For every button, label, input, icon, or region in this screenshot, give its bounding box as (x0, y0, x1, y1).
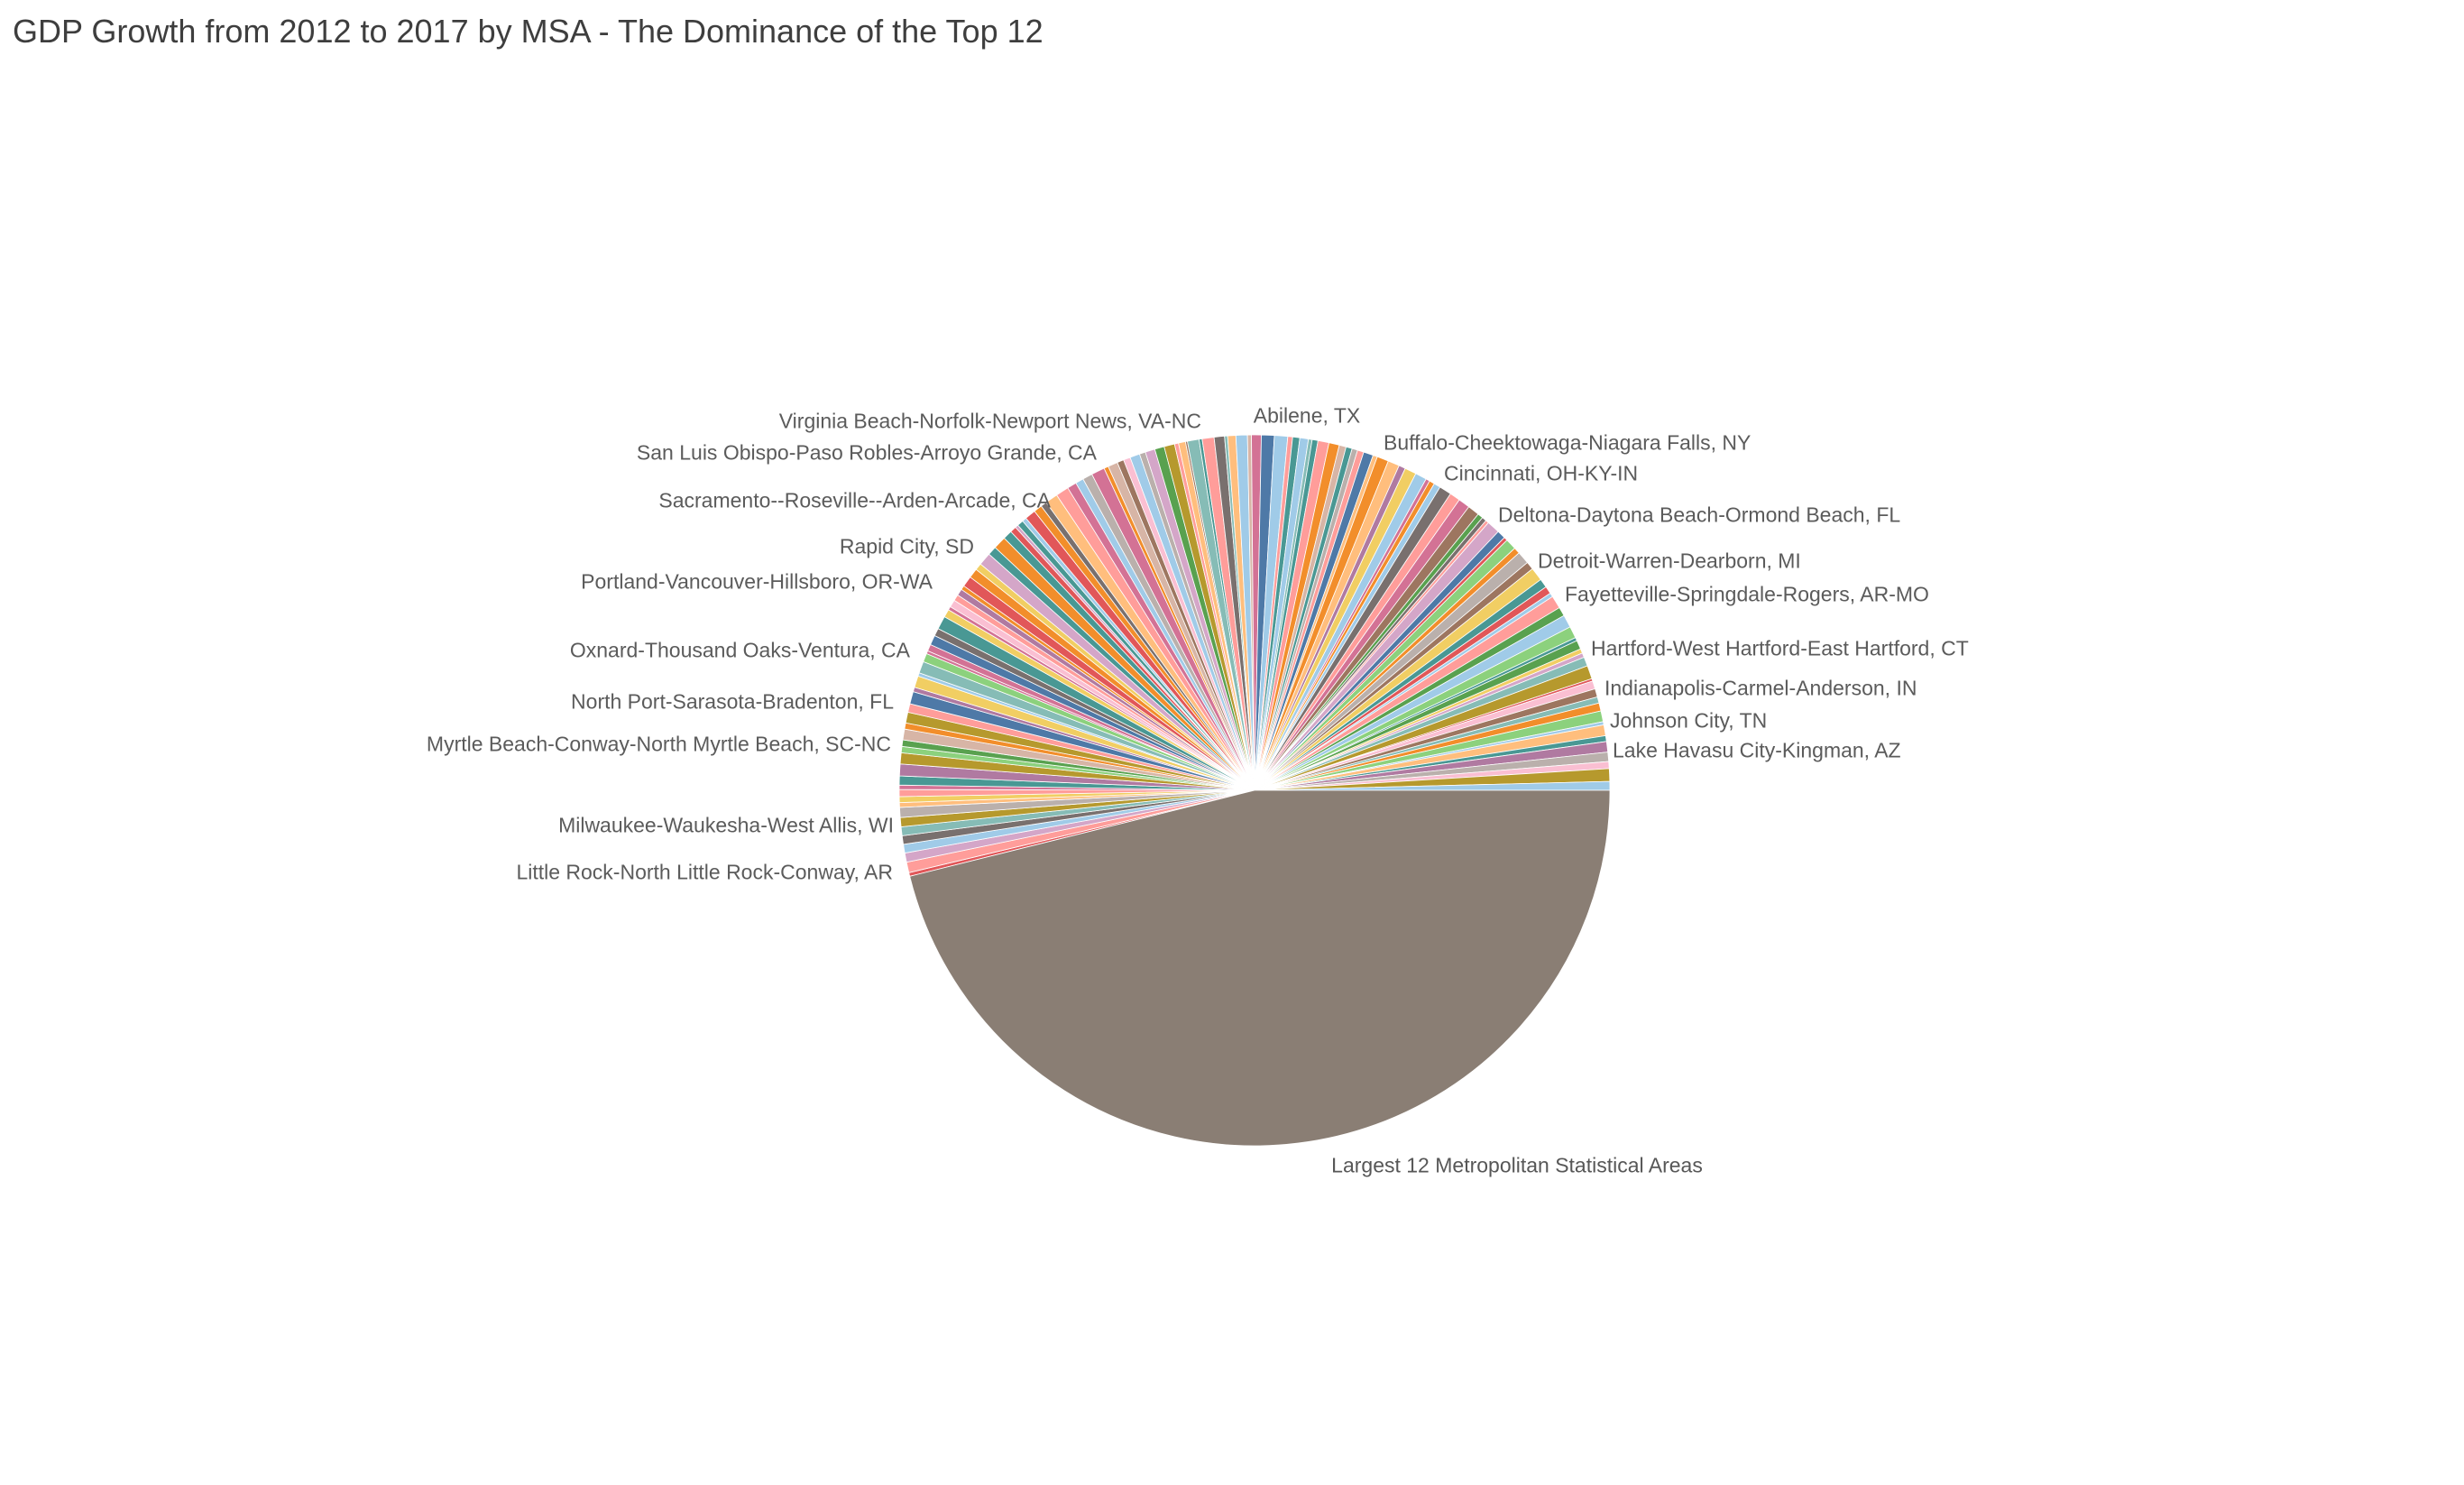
slice-label: Portland-Vancouver-Hillsboro, OR-WA (581, 569, 933, 594)
slice-label: San Luis Obispo-Paso Robles-Arroyo Grand… (636, 440, 1097, 465)
pie-slice-largest-12-metropolitan-statistical-areas[interactable] (909, 789, 1611, 1147)
slice-label: Rapid City, SD (839, 534, 974, 558)
slice-label: Sacramento--Roseville--Arden-Arcade, CA (658, 488, 1051, 512)
slice-label: Abilene, TX (1253, 403, 1361, 428)
slice-label: Virginia Beach-Norfolk-Newport News, VA-… (778, 409, 1201, 433)
slice-label: Hartford-West Hartford-East Hartford, CT (1591, 636, 1969, 660)
slice-label: Johnson City, TN (1610, 708, 1768, 733)
big-slice-label: Largest 12 Metropolitan Statistical Area… (1331, 1153, 1703, 1177)
slice-label: Cincinnati, OH-KY-IN (1444, 461, 1639, 485)
slice-label: Milwaukee-Waukesha-West Allis, WI (558, 813, 894, 837)
slice-label: Indianapolis-Carmel-Anderson, IN (1604, 676, 1917, 700)
slice-label: Fayetteville-Springdale-Rogers, AR-MO (1565, 582, 1929, 606)
slice-label: Detroit-Warren-Dearborn, MI (1538, 549, 1801, 573)
slice-label: Oxnard-Thousand Oaks-Ventura, CA (569, 638, 910, 662)
slice-label: Deltona-Daytona Beach-Ormond Beach, FL (1498, 503, 1901, 527)
slice-label: Myrtle Beach-Conway-North Myrtle Beach, … (426, 732, 891, 756)
slice-label: Lake Havasu City-Kingman, AZ (1613, 738, 1901, 762)
slice-label: Little Rock-North Little Rock-Conway, AR (516, 860, 893, 884)
slice-label: Buffalo-Cheektowaga-Niagara Falls, NY (1384, 430, 1751, 455)
chart-title: GDP Growth from 2012 to 2017 by MSA - Th… (13, 13, 1044, 50)
slice-label: North Port-Sarasota-Bradenton, FL (571, 689, 894, 714)
